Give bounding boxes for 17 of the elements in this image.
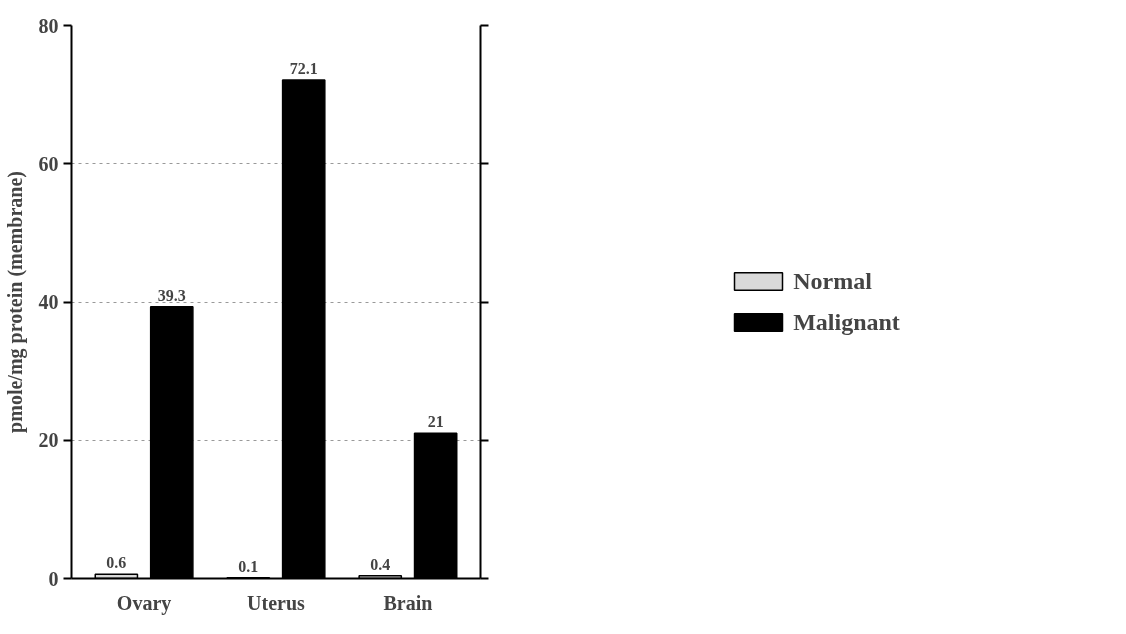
legend-label: Normal [793,267,872,295]
y-tick-label: 0 [48,567,59,590]
data-label: 72.1 [289,60,318,78]
x-tick-label: Brain [383,591,433,614]
data-label: 21 [427,413,444,431]
x-tick-label: Ovary [116,591,172,615]
y-tick-label: 60 [38,152,59,175]
data-label: 39.3 [157,286,186,304]
data-label: 0.1 [238,557,259,575]
data-label: 0.4 [370,555,391,573]
x-tick-label: Uterus [247,591,306,614]
y-tick-label: 80 [38,14,59,37]
data-label: 0.6 [106,554,127,572]
legend-label: Malignant [793,308,900,336]
y-tick-label: 40 [38,291,59,313]
y-axis-title: pmole/mg protein (membrane) [3,171,27,433]
y-tick-label: 20 [38,429,59,452]
